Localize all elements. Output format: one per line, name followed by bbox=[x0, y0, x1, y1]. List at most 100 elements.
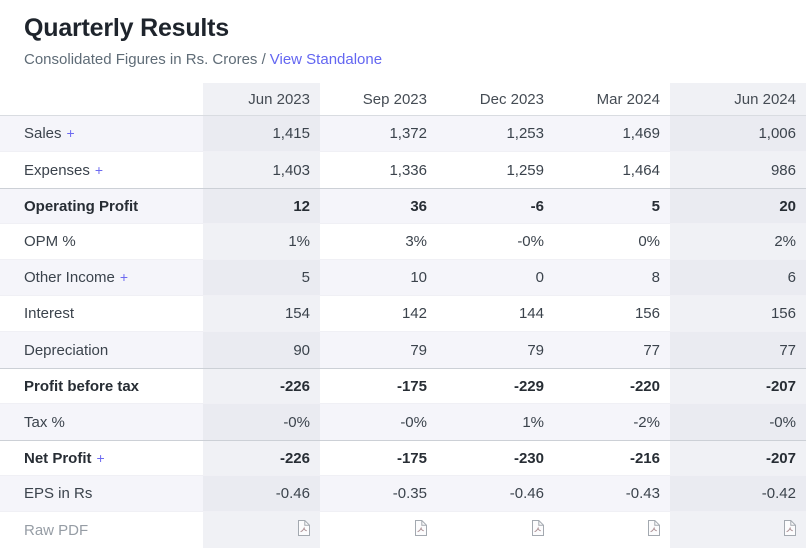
table-row-opm: OPM % 1% 3% -0% 0% 2% bbox=[0, 224, 806, 261]
cell-depreciation-dec-2023: 79 bbox=[437, 332, 554, 369]
cell-eps-in-rs-dec-2023: -0.46 bbox=[437, 476, 554, 513]
file-pdf-icon[interactable] bbox=[414, 520, 427, 537]
cell-profit-before-tax-jun-2023: -226 bbox=[203, 368, 320, 405]
cell-expenses-dec-2023: 1,259 bbox=[437, 152, 554, 189]
row-label-interest: Interest bbox=[0, 296, 203, 333]
view-standalone-link[interactable]: View Standalone bbox=[269, 51, 383, 69]
row-label-expenses[interactable]: Expenses + bbox=[0, 152, 203, 189]
cell-operating-profit-sep-2023: 36 bbox=[320, 188, 437, 225]
cell-opm-jun-2023: 1% bbox=[203, 224, 320, 261]
row-label-sales[interactable]: Sales + bbox=[0, 116, 203, 153]
cell-expenses-jun-2023: 1,403 bbox=[203, 152, 320, 189]
table-row-eps-in-rs: EPS in Rs -0.46 -0.35 -0.46 -0.43 -0.42 bbox=[0, 476, 806, 513]
row-label-depreciation: Depreciation bbox=[0, 332, 203, 369]
cell-profit-before-tax-dec-2023: -229 bbox=[437, 368, 554, 405]
results-table-body: Sales +1,415 1,372 1,253 1,469 1,006 Expenses +… bbox=[0, 116, 806, 549]
cell-other-income-mar-2024: 8 bbox=[554, 260, 670, 297]
page-title: Quarterly Results bbox=[24, 14, 230, 42]
file-pdf-icon[interactable] bbox=[647, 520, 660, 537]
cell-raw-pdf-dec-2023 bbox=[437, 512, 554, 549]
quarterly-results-table: Jun 2023 Sep 2023 Dec 2023 Mar 2024 Jun 2024… bbox=[0, 83, 806, 549]
cell-eps-in-rs-jun-2023: -0.46 bbox=[203, 476, 320, 513]
table-row-sales: Sales +1,415 1,372 1,253 1,469 1,006 bbox=[0, 116, 806, 153]
cell-interest-jun-2023: 154 bbox=[203, 296, 320, 333]
cell-raw-pdf-sep-2023 bbox=[320, 512, 437, 549]
expand-plus-icon[interactable]: + bbox=[66, 125, 75, 142]
table-row-operating-profit: Operating Profit 12 36 -6 5 20 bbox=[0, 188, 806, 225]
cell-depreciation-mar-2024: 77 bbox=[554, 332, 670, 369]
table-row-raw-pdf: Raw PDF bbox=[0, 512, 806, 549]
cell-eps-in-rs-mar-2024: -0.43 bbox=[554, 476, 670, 513]
file-pdf-icon[interactable] bbox=[783, 520, 796, 537]
table-row-expenses: Expenses +1,403 1,336 1,259 1,464 986 bbox=[0, 152, 806, 189]
cell-tax-jun-2024: -0% bbox=[670, 404, 806, 441]
cell-other-income-sep-2023: 10 bbox=[320, 260, 437, 297]
cell-sales-dec-2023: 1,253 bbox=[437, 116, 554, 153]
cell-other-income-jun-2024: 6 bbox=[670, 260, 806, 297]
cell-net-profit-mar-2024: -216 bbox=[554, 440, 670, 477]
row-label-text: Tax % bbox=[24, 413, 65, 431]
row-label-text: Raw PDF bbox=[24, 521, 89, 539]
cell-raw-pdf-mar-2024 bbox=[554, 512, 670, 549]
col-header-dec-2023: Dec 2023 bbox=[437, 83, 554, 117]
file-pdf-icon[interactable] bbox=[531, 520, 544, 537]
cell-interest-dec-2023: 144 bbox=[437, 296, 554, 333]
table-row-interest: Interest 154 142 144 156 156 bbox=[0, 296, 806, 333]
row-label-text: Net Profit bbox=[24, 449, 92, 467]
table-row-other-income: Other Income +5 10 0 8 6 bbox=[0, 260, 806, 297]
row-label-raw-pdf: Raw PDF bbox=[0, 512, 203, 549]
section-header: Quarterly Results Consolidated Figures i… bbox=[0, 0, 806, 68]
cell-sales-sep-2023: 1,372 bbox=[320, 116, 437, 153]
cell-interest-mar-2024: 156 bbox=[554, 296, 670, 333]
cell-net-profit-jun-2023: -226 bbox=[203, 440, 320, 477]
row-label-other-income[interactable]: Other Income + bbox=[0, 260, 203, 297]
cell-expenses-sep-2023: 1,336 bbox=[320, 152, 437, 189]
row-label-text: Sales bbox=[24, 125, 62, 143]
file-pdf-icon[interactable] bbox=[297, 520, 310, 537]
cell-opm-mar-2024: 0% bbox=[554, 224, 670, 261]
cell-raw-pdf-jun-2023 bbox=[203, 512, 320, 549]
cell-expenses-mar-2024: 1,464 bbox=[554, 152, 670, 189]
row-label-text: EPS in Rs bbox=[24, 485, 93, 503]
cell-profit-before-tax-jun-2024: -207 bbox=[670, 368, 806, 405]
table-row-depreciation: Depreciation 90 79 79 77 77 bbox=[0, 332, 806, 369]
cell-eps-in-rs-jun-2024: -0.42 bbox=[670, 476, 806, 513]
row-label-text: Other Income bbox=[24, 269, 115, 287]
row-label-opm: OPM % bbox=[0, 224, 203, 261]
row-label-text: OPM % bbox=[24, 233, 76, 251]
cell-other-income-jun-2023: 5 bbox=[203, 260, 320, 297]
col-header-mar-2024: Mar 2024 bbox=[554, 83, 670, 117]
cell-sales-jun-2023: 1,415 bbox=[203, 116, 320, 153]
cell-opm-sep-2023: 3% bbox=[320, 224, 437, 261]
cell-tax-sep-2023: -0% bbox=[320, 404, 437, 441]
cell-interest-sep-2023: 142 bbox=[320, 296, 437, 333]
cell-expenses-jun-2024: 986 bbox=[670, 152, 806, 189]
quarters-header-row: Jun 2023 Sep 2023 Dec 2023 Mar 2024 Jun 2024 bbox=[0, 83, 806, 117]
subtitle-text: Consolidated Figures in Rs. Crores / bbox=[24, 51, 266, 69]
cell-operating-profit-dec-2023: -6 bbox=[437, 188, 554, 225]
row-label-operating-profit: Operating Profit bbox=[0, 188, 203, 225]
col-header-jun-2023: Jun 2023 bbox=[203, 83, 320, 117]
col-header-jun-2024: Jun 2024 bbox=[670, 83, 806, 117]
cell-profit-before-tax-sep-2023: -175 bbox=[320, 368, 437, 405]
row-label-profit-before-tax: Profit before tax bbox=[0, 368, 203, 405]
cell-raw-pdf-jun-2024 bbox=[670, 512, 806, 549]
cell-operating-profit-jun-2024: 20 bbox=[670, 188, 806, 225]
table-row-net-profit: Net Profit + -226 -175 -230 -216 -207 bbox=[0, 440, 806, 477]
cell-operating-profit-mar-2024: 5 bbox=[554, 188, 670, 225]
expand-plus-icon[interactable]: + bbox=[96, 449, 105, 466]
row-label-text: Operating Profit bbox=[24, 197, 139, 215]
table-row-profit-before-tax: Profit before tax -226 -175 -229 -220 -207 bbox=[0, 368, 806, 405]
cell-net-profit-jun-2024: -207 bbox=[670, 440, 806, 477]
cell-other-income-dec-2023: 0 bbox=[437, 260, 554, 297]
cell-sales-mar-2024: 1,469 bbox=[554, 116, 670, 153]
row-label-eps-in-rs: EPS in Rs bbox=[0, 476, 203, 513]
row-label-text: Depreciation bbox=[24, 341, 109, 359]
expand-plus-icon[interactable]: + bbox=[119, 269, 129, 286]
expand-plus-icon[interactable]: + bbox=[94, 161, 104, 178]
cell-depreciation-jun-2023: 90 bbox=[203, 332, 320, 369]
cell-operating-profit-jun-2023: 12 bbox=[203, 188, 320, 225]
cell-depreciation-sep-2023: 79 bbox=[320, 332, 437, 369]
row-label-net-profit[interactable]: Net Profit + bbox=[0, 440, 203, 477]
